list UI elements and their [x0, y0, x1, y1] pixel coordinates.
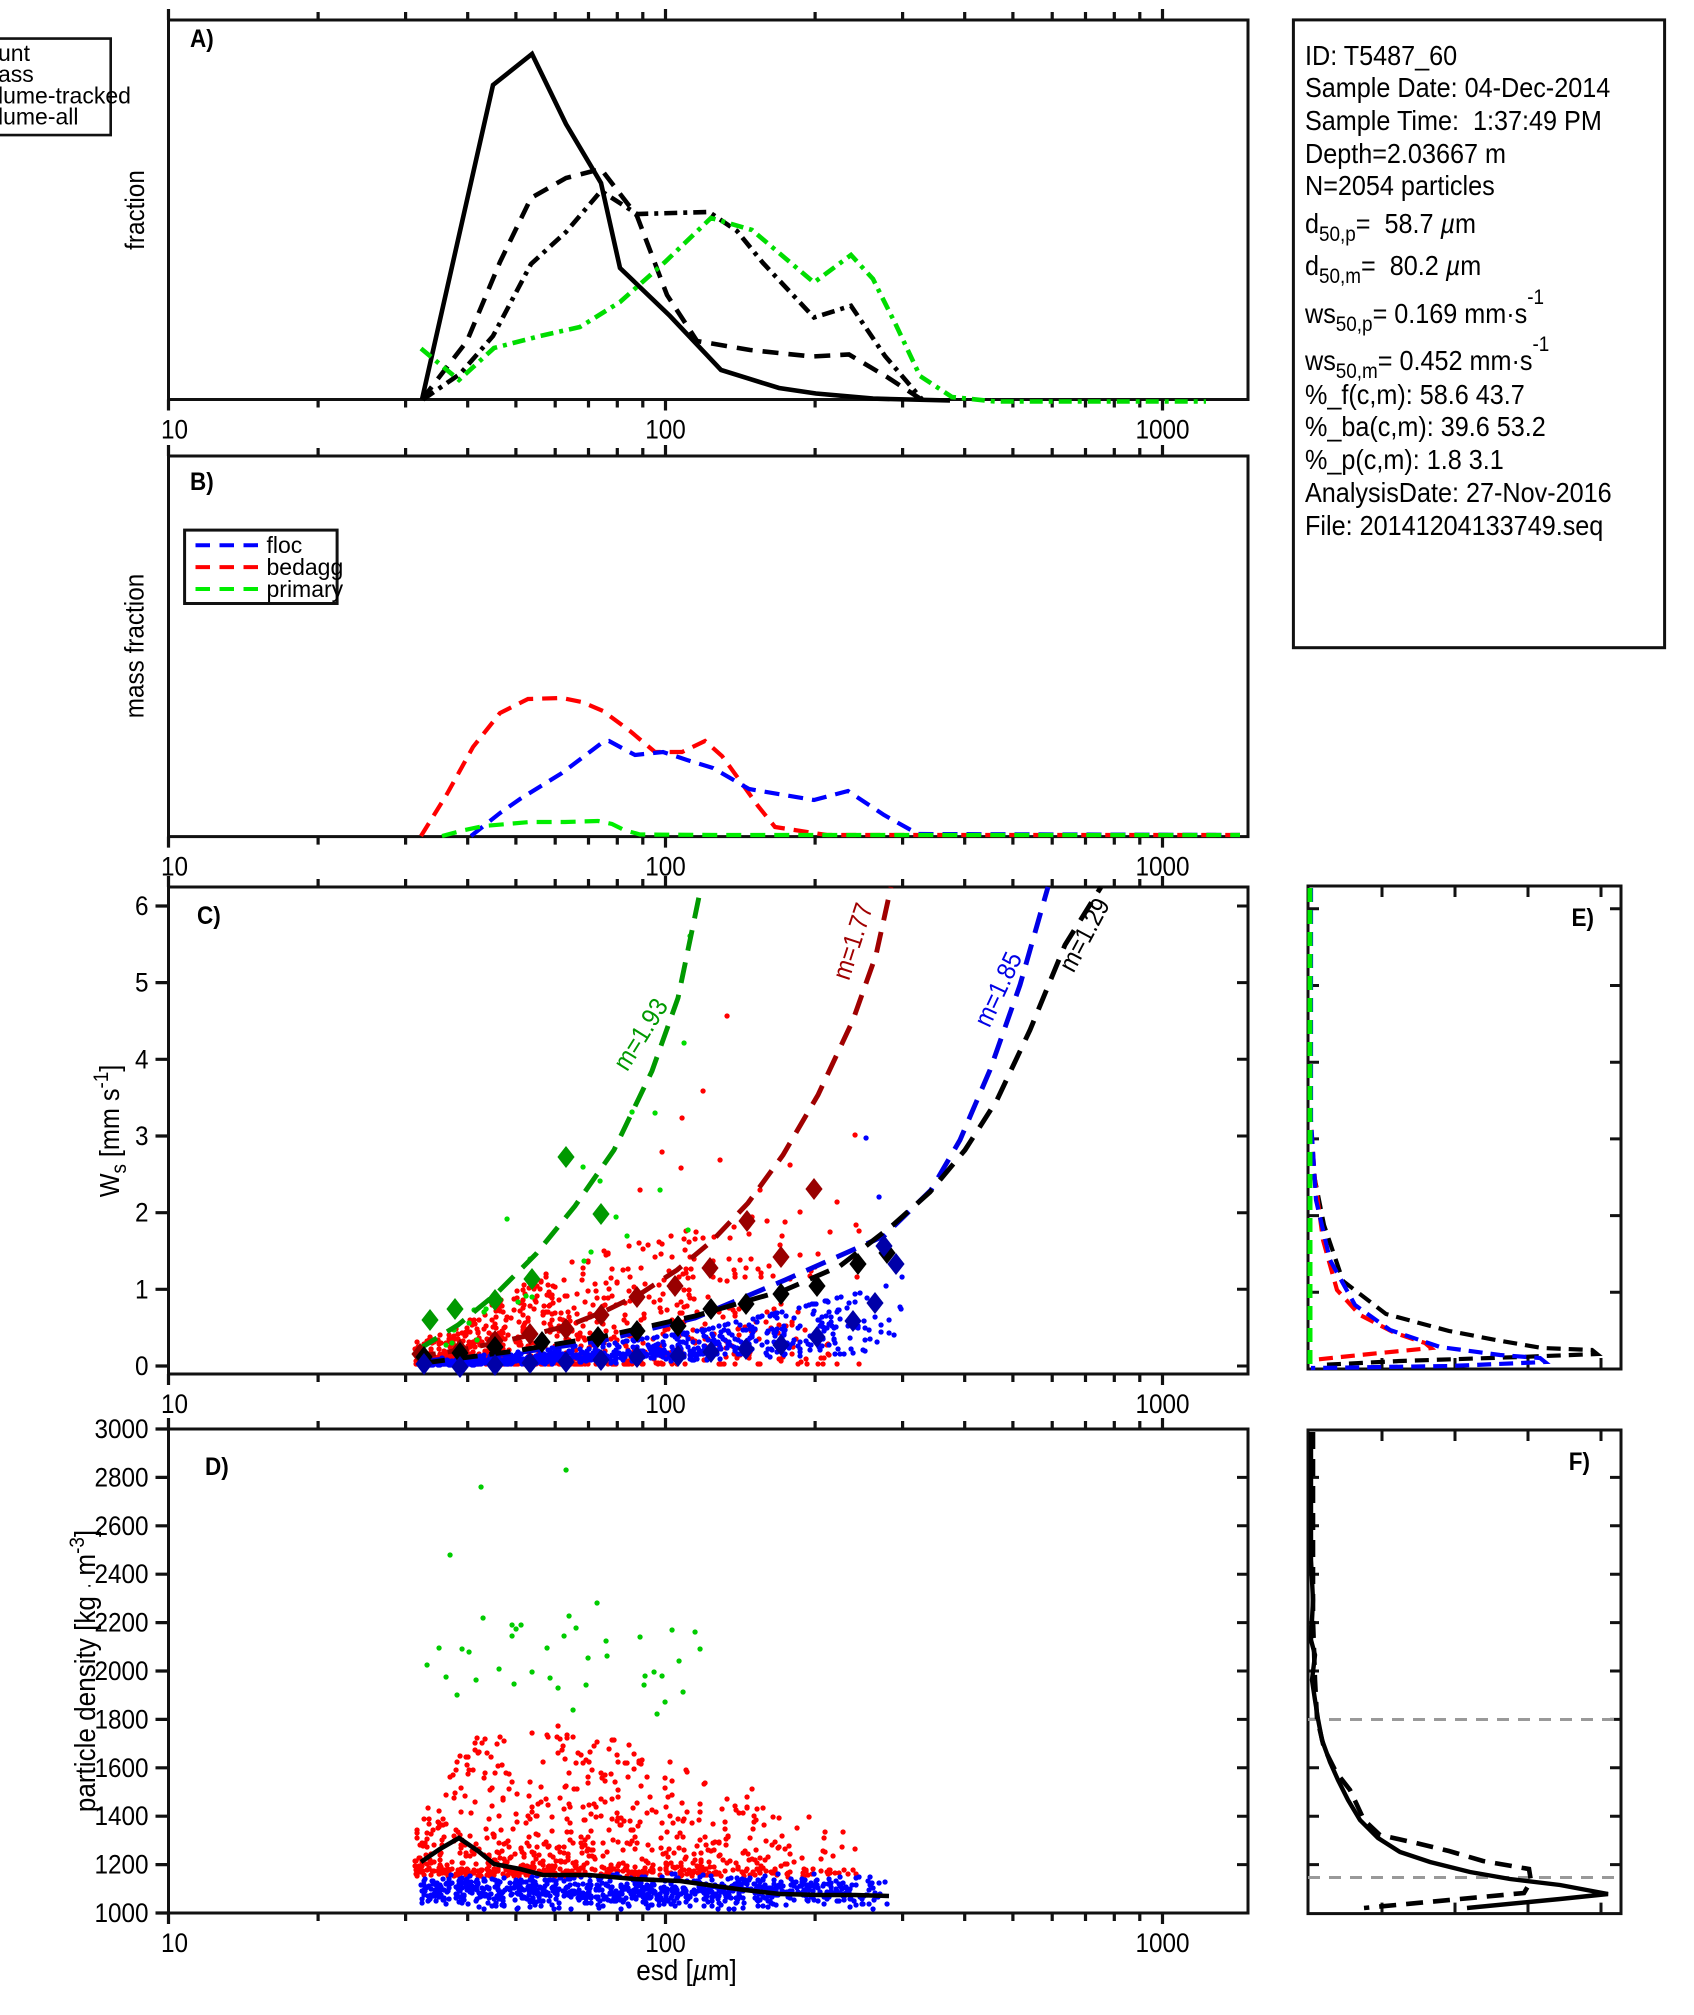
- svg-text:1: 1: [135, 1275, 149, 1304]
- svg-text:mass fraction: mass fraction: [120, 574, 149, 718]
- svg-text:2000: 2000: [94, 1657, 148, 1686]
- svg-text:5: 5: [135, 968, 149, 997]
- svg-text:100: 100: [645, 1929, 686, 1958]
- svg-text:AnalysisDate: 27-Nov-2016: AnalysisDate: 27-Nov-2016: [1305, 477, 1612, 509]
- svg-text:10: 10: [161, 1929, 188, 1958]
- svg-text:2: 2: [135, 1199, 149, 1228]
- svg-text:100: 100: [645, 1390, 686, 1419]
- svg-text:1800: 1800: [94, 1705, 148, 1734]
- svg-text:File: 20141204133749.seq: File: 20141204133749.seq: [1305, 510, 1603, 542]
- svg-text:%_f(c,m): 58.6 43.7: %_f(c,m): 58.6 43.7: [1305, 379, 1525, 411]
- svg-text:lume-all: lume-all: [0, 104, 79, 130]
- svg-text:Sample Time: 1:37:49 PM: Sample Time: 1:37:49 PM: [1305, 105, 1602, 137]
- svg-text:fraction: fraction: [121, 170, 150, 250]
- svg-text:2800: 2800: [94, 1463, 148, 1492]
- svg-text:particle density [kg · m-3]: particle density [kg · m-3]: [66, 1530, 101, 1812]
- svg-text:B): B): [190, 468, 214, 496]
- svg-text:4: 4: [135, 1045, 149, 1074]
- svg-text:D): D): [205, 1453, 229, 1481]
- svg-text:1000: 1000: [1135, 1929, 1189, 1958]
- svg-text:2600: 2600: [94, 1512, 148, 1541]
- svg-text:%_p(c,m): 1.8 3.1: %_p(c,m): 1.8 3.1: [1305, 444, 1504, 476]
- svg-text:Depth=2.03667 m: Depth=2.03667 m: [1305, 138, 1506, 170]
- svg-text:1200: 1200: [94, 1850, 148, 1879]
- svg-text:F): F): [1569, 1448, 1590, 1476]
- svg-text:ID: T5487_60: ID: T5487_60: [1305, 40, 1457, 72]
- svg-text:3: 3: [135, 1122, 149, 1151]
- svg-text:unt: unt: [0, 40, 31, 66]
- svg-text:2400: 2400: [94, 1560, 148, 1589]
- svg-text:3000: 3000: [94, 1415, 148, 1444]
- svg-text:1000: 1000: [1135, 852, 1189, 881]
- svg-text:1000: 1000: [1135, 1390, 1189, 1419]
- svg-text:A): A): [190, 25, 214, 53]
- svg-text:bedagg: bedagg: [267, 554, 344, 580]
- svg-text:1600: 1600: [94, 1754, 148, 1783]
- svg-text:10: 10: [161, 415, 188, 444]
- svg-text:E): E): [1572, 904, 1594, 932]
- svg-text:C): C): [197, 902, 221, 930]
- svg-text:floc: floc: [267, 532, 303, 558]
- svg-text:0: 0: [135, 1352, 149, 1381]
- svg-text:Sample Date: 04-Dec-2014: Sample Date: 04-Dec-2014: [1305, 72, 1610, 104]
- svg-text:ass: ass: [0, 61, 34, 87]
- svg-text:100: 100: [645, 852, 686, 881]
- svg-text:N=2054 particles: N=2054 particles: [1305, 170, 1495, 202]
- svg-text:%_ba(c,m): 39.6 53.2: %_ba(c,m): 39.6 53.2: [1305, 411, 1546, 443]
- svg-text:10: 10: [161, 852, 188, 881]
- svg-text:esd [µm]: esd [µm]: [636, 1954, 737, 1987]
- svg-text:6: 6: [135, 892, 149, 921]
- svg-text:100: 100: [645, 415, 686, 444]
- svg-text:1400: 1400: [94, 1802, 148, 1831]
- svg-text:primary: primary: [267, 576, 344, 602]
- svg-text:1000: 1000: [1135, 415, 1189, 444]
- svg-text:2200: 2200: [94, 1608, 148, 1637]
- svg-text:lume-tracked: lume-tracked: [0, 82, 131, 108]
- svg-text:10: 10: [161, 1390, 188, 1419]
- svg-text:1000: 1000: [94, 1899, 148, 1928]
